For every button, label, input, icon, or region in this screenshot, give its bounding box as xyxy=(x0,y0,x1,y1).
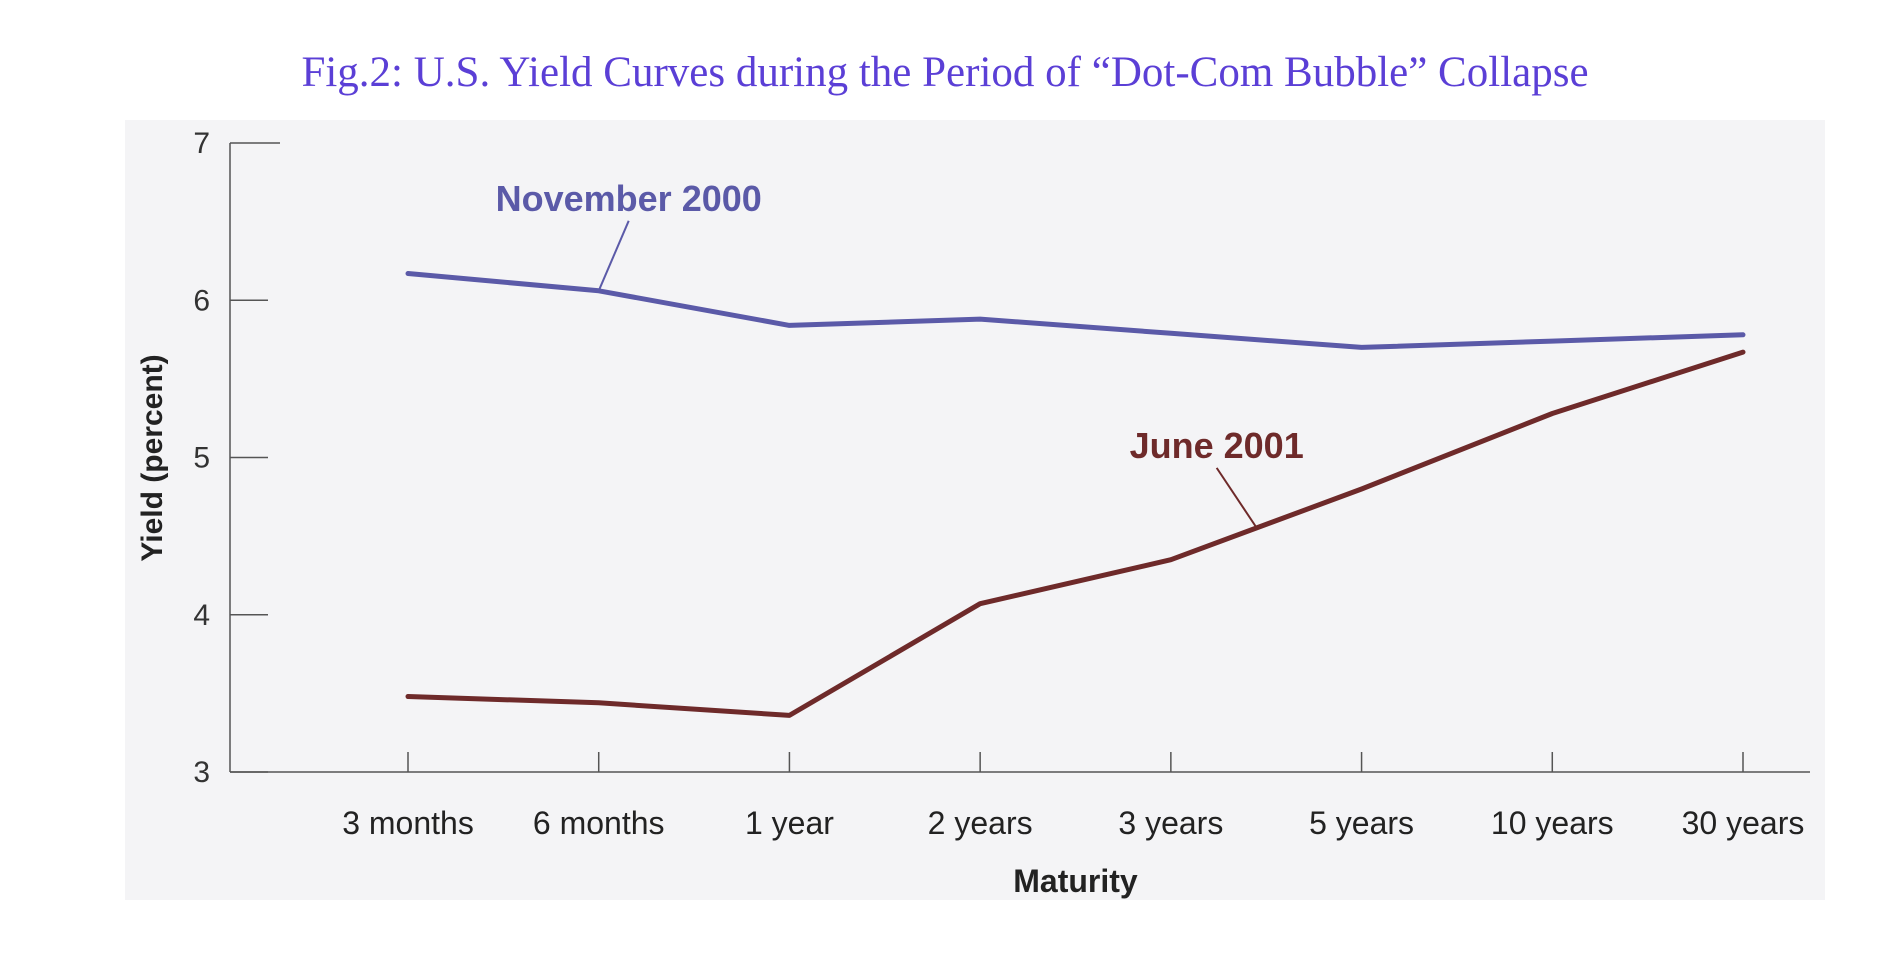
x-tick-label: 1 year xyxy=(745,805,834,841)
y-tick-label: 5 xyxy=(193,442,210,475)
series-line-1 xyxy=(405,349,1746,718)
x-axis-title: Maturity xyxy=(1013,863,1138,899)
x-tick-label: 5 years xyxy=(1309,805,1414,841)
series-labels: November 2000 June 2001 xyxy=(496,178,1304,529)
y-axis-title: Yield (percent) xyxy=(136,354,169,561)
y-tick-label: 3 xyxy=(193,756,210,789)
axes: 3 4 5 6 7 3 months 6 months 1 year 2 years 3 year… xyxy=(136,127,1810,899)
series-label-leader xyxy=(597,220,630,292)
x-tick-label: 30 years xyxy=(1682,805,1805,841)
y-tick-label: 7 xyxy=(193,127,210,160)
series-line-0 xyxy=(405,271,1746,350)
plot-background xyxy=(125,120,1825,900)
series-lines xyxy=(405,271,1746,718)
series-label: November 2000 xyxy=(496,178,762,219)
series-label: June 2001 xyxy=(1130,425,1304,466)
x-tick-label: 3 years xyxy=(1118,805,1223,841)
series-label-leader xyxy=(1215,467,1258,529)
x-tick-label: 2 years xyxy=(928,805,1033,841)
chart-title: Fig.2: U.S. Yield Curves during the Peri… xyxy=(301,49,1589,96)
y-tick-label: 4 xyxy=(193,599,210,632)
x-tick-label: 3 months xyxy=(342,805,474,841)
x-tick-label: 10 years xyxy=(1491,805,1614,841)
x-tick-label: 6 months xyxy=(533,805,665,841)
y-tick-label: 6 xyxy=(193,284,210,317)
